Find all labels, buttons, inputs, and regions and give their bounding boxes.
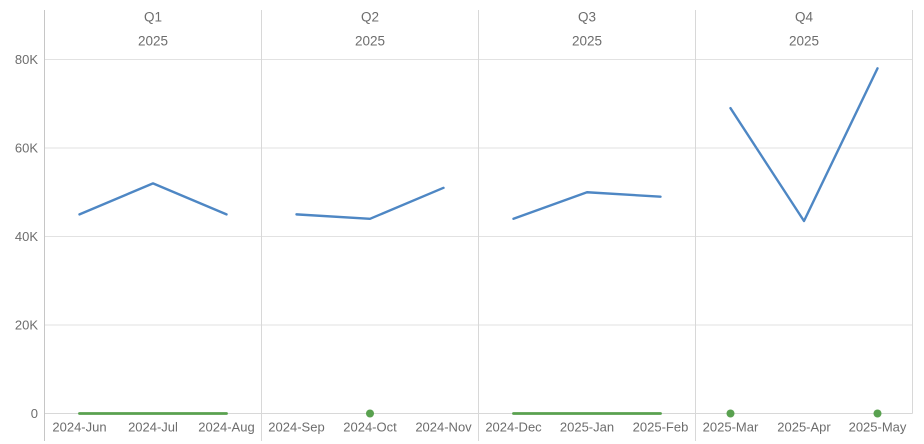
y-axis-tick-label: 40K: [15, 229, 38, 244]
x-axis-label: 2024-Oct: [343, 419, 397, 434]
primary-series-line: [729, 67, 879, 223]
facet-header-quarter: Q4: [795, 10, 814, 25]
x-axis-label: 2024-Sep: [268, 419, 324, 434]
x-axis-label: 2025-Jan: [560, 419, 614, 434]
x-axis-label: 2025-May: [849, 419, 907, 434]
primary-series-line: [78, 182, 228, 216]
x-axis-label: 2024-Jul: [128, 419, 178, 434]
primary-series-line: [295, 186, 445, 221]
baseline-series-dot: [726, 409, 735, 418]
primary-series-line: [512, 191, 662, 221]
y-axis-tick-label: 60K: [15, 140, 38, 155]
baseline-series-dot: [366, 409, 374, 418]
facet-header-quarter: Q1: [144, 10, 162, 25]
x-axis-label: 2024-Jun: [52, 419, 106, 434]
facet-header-quarter: Q3: [578, 10, 596, 25]
facet-header-year: 2025: [138, 34, 168, 49]
y-axis-tick-label: 80K: [15, 52, 38, 67]
y-axis-tick-label: 20K: [15, 317, 38, 332]
x-axis-label: 2024-Aug: [198, 419, 254, 434]
x-axis-label: 2025-Apr: [777, 419, 831, 434]
x-axis-label: 2025-Mar: [703, 419, 759, 434]
x-axis-label: 2024-Nov: [415, 419, 472, 434]
baseline-series-dot: [873, 409, 882, 418]
y-axis-tick-label: 0: [31, 406, 38, 421]
facet-header-year: 2025: [355, 34, 385, 49]
facet-header-year: 2025: [789, 34, 819, 49]
x-axis-label: 2024-Dec: [485, 419, 542, 434]
facet-header-year: 2025: [572, 34, 602, 49]
x-axis-label: 2025-Feb: [633, 419, 689, 434]
facet-header-quarter: Q2: [361, 10, 379, 25]
